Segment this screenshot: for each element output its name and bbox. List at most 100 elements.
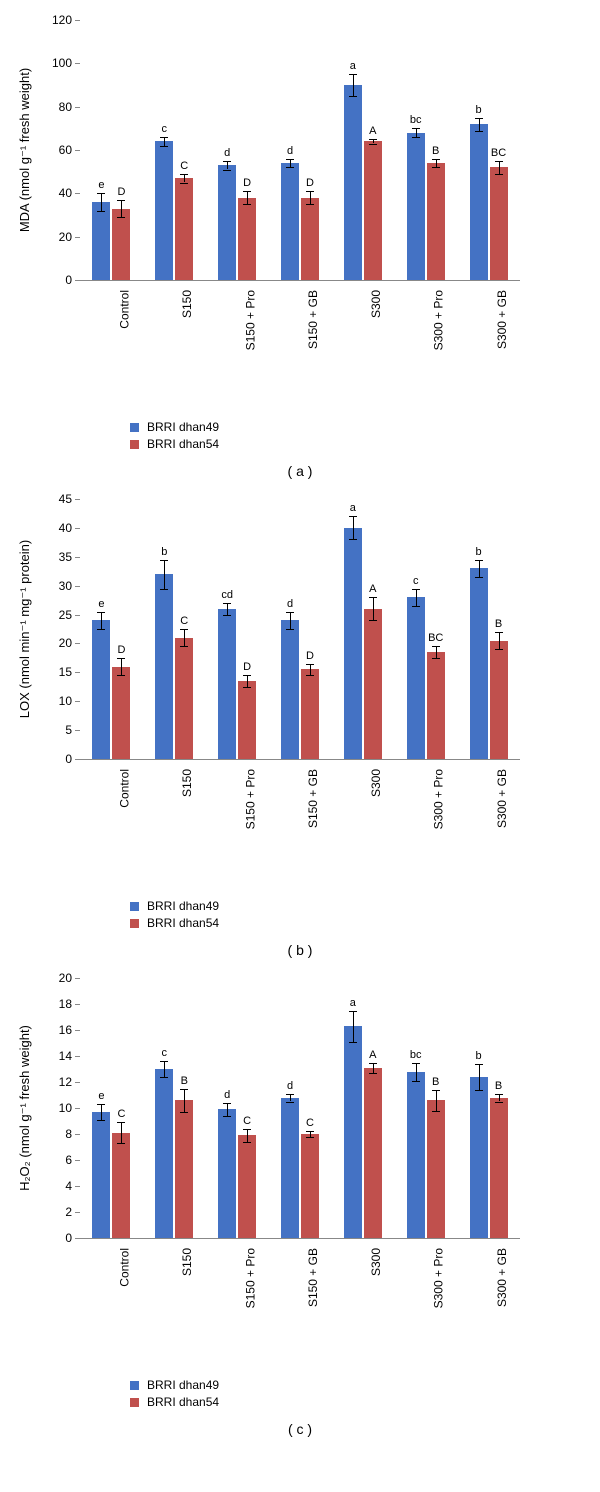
bar-series1 <box>92 202 110 280</box>
significance-letter: D <box>243 177 251 189</box>
plot-area: 051015202530354045LOX (nmol min⁻¹ mg⁻¹ p… <box>80 499 520 760</box>
error-bar <box>247 675 248 687</box>
bar-series2 <box>301 1134 319 1238</box>
ytick-label: 0 <box>65 752 80 766</box>
bar-series2 <box>175 638 193 759</box>
legend-label: BRRI dhan54 <box>147 437 219 451</box>
significance-letter: c <box>162 123 168 135</box>
bar-series1 <box>155 1069 173 1238</box>
significance-letter: bc <box>410 114 422 126</box>
legend-swatch <box>130 902 139 911</box>
bar-series2 <box>364 1068 382 1238</box>
bar-series2 <box>238 681 256 759</box>
bar-series2 <box>238 198 256 280</box>
error-bar <box>290 612 291 629</box>
significance-letter: c <box>162 1047 168 1059</box>
legend-label: BRRI dhan54 <box>147 916 219 930</box>
ytick-label: 16 <box>59 1023 80 1037</box>
error-bar <box>184 174 185 183</box>
error-bar <box>353 74 354 96</box>
xtick-label: Control <box>117 290 131 329</box>
xtick-label: S300 + Pro <box>432 290 446 350</box>
error-bar <box>121 1122 122 1143</box>
significance-letter: D <box>306 650 314 662</box>
xtick-label: S300 + GB <box>495 769 509 828</box>
significance-letter: d <box>224 1089 230 1101</box>
ytick-label: 40 <box>59 186 80 200</box>
bar-series1 <box>281 163 299 280</box>
error-bar <box>310 664 311 676</box>
error-bar <box>310 191 311 204</box>
error-bar <box>290 159 291 168</box>
significance-letter: BC <box>491 147 506 159</box>
significance-letter: d <box>224 147 230 159</box>
significance-letter: A <box>369 1049 376 1061</box>
bar-series1 <box>470 1077 488 1238</box>
significance-letter: A <box>369 583 376 595</box>
error-bar <box>479 118 480 131</box>
error-bar <box>290 1094 291 1102</box>
error-bar <box>479 560 480 577</box>
xtick-label: S300 + Pro <box>432 769 446 829</box>
bar-series2 <box>427 652 445 759</box>
xtick-label: S150 + Pro <box>243 769 257 829</box>
bar-series2 <box>364 141 382 280</box>
legend-swatch <box>130 1381 139 1390</box>
ytick-label: 25 <box>59 608 80 622</box>
significance-letter: d <box>287 598 293 610</box>
ytick-label: 6 <box>65 1153 80 1167</box>
error-bar <box>121 658 122 675</box>
chart: 02468101214161820H₂O₂ (nmol g⁻¹ fresh we… <box>80 978 560 1278</box>
significance-letter: a <box>350 997 356 1009</box>
significance-letter: bc <box>410 1049 422 1061</box>
bar-series1 <box>344 528 362 759</box>
legend-swatch <box>130 919 139 928</box>
legend-label: BRRI dhan49 <box>147 420 219 434</box>
bar-series2 <box>364 609 382 759</box>
bar-series1 <box>470 124 488 280</box>
error-bar <box>499 161 500 174</box>
ytick-label: 45 <box>59 492 80 506</box>
bar-series2 <box>301 198 319 280</box>
ytick-label: 4 <box>65 1179 80 1193</box>
bar-series1 <box>407 133 425 280</box>
significance-letter: D <box>243 661 251 673</box>
error-bar <box>101 612 102 629</box>
ytick-label: 5 <box>65 723 80 737</box>
legend-swatch <box>130 1398 139 1407</box>
significance-letter: BC <box>428 632 443 644</box>
bar-series1 <box>92 1112 110 1238</box>
error-bar <box>101 193 102 210</box>
significance-letter: b <box>476 546 482 558</box>
bar-series2 <box>175 1100 193 1238</box>
bar-series1 <box>155 574 173 759</box>
ytick-label: 40 <box>59 521 80 535</box>
bar-series2 <box>427 163 445 280</box>
chart-block: 020406080100120MDA (nmol g⁻¹ fresh weigh… <box>10 20 590 479</box>
significance-letter: C <box>180 160 188 172</box>
ytick-label: 10 <box>59 694 80 708</box>
ytick-label: 14 <box>59 1049 80 1063</box>
xtick-label: S150 <box>180 1248 194 1276</box>
legend: BRRI dhan49BRRI dhan54 <box>130 899 590 930</box>
significance-letter: d <box>287 145 293 157</box>
significance-letter: a <box>350 60 356 72</box>
error-bar <box>247 191 248 204</box>
significance-letter: D <box>117 186 125 198</box>
xtick-label: S150 <box>180 769 194 797</box>
significance-letter: A <box>369 125 376 137</box>
error-bar <box>436 159 437 168</box>
xtick-label: S150 <box>180 290 194 318</box>
ytick-label: 12 <box>59 1075 80 1089</box>
xtick-label: S150 + GB <box>306 290 320 349</box>
significance-letter: b <box>476 104 482 116</box>
legend: BRRI dhan49BRRI dhan54 <box>130 1378 590 1409</box>
chart: 020406080100120MDA (nmol g⁻¹ fresh weigh… <box>80 20 560 320</box>
ytick-label: 20 <box>59 971 80 985</box>
error-bar <box>101 1104 102 1120</box>
error-bar <box>353 516 354 539</box>
xtick-label: S150 + GB <box>306 769 320 828</box>
xtick-label: S150 + Pro <box>243 1248 257 1308</box>
significance-letter: c <box>413 575 419 587</box>
y-axis-label: MDA (nmol g⁻¹ fresh weight) <box>17 68 33 232</box>
